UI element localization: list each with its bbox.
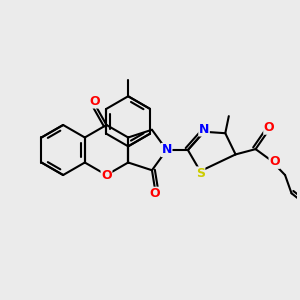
Text: O: O <box>89 95 100 108</box>
Text: O: O <box>264 121 274 134</box>
Text: O: O <box>269 155 280 168</box>
Text: O: O <box>101 169 112 182</box>
Text: N: N <box>161 143 172 157</box>
Text: N: N <box>199 123 209 136</box>
Text: O: O <box>150 187 160 200</box>
Text: S: S <box>196 167 205 180</box>
